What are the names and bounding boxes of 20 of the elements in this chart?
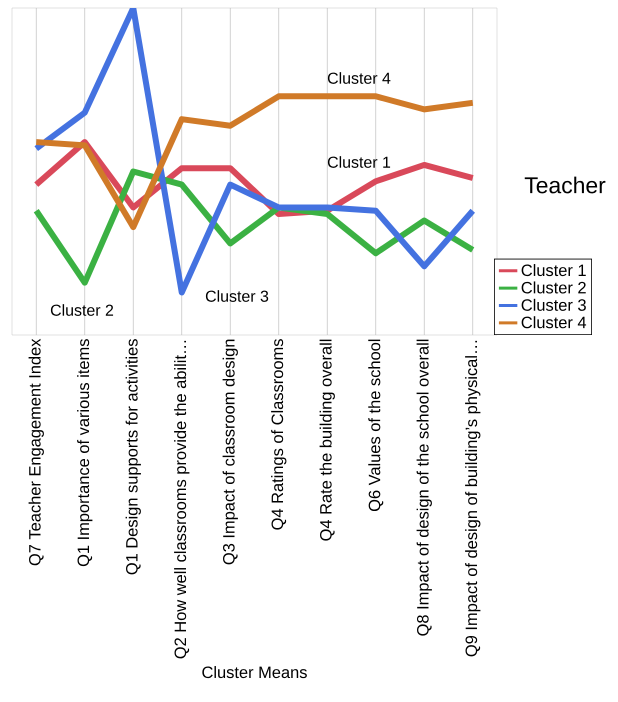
legend-label: Cluster 2 — [522, 281, 586, 294]
x-axis-title: Cluster Means — [202, 666, 307, 678]
x-tick-label: Q1 Design supports for activities — [126, 339, 141, 574]
annotation: Cluster 2 — [50, 304, 114, 316]
x-tick-label: Q4 Ratings of Classrooms — [271, 339, 286, 530]
legend-label: Cluster 3 — [522, 298, 586, 311]
annotation: Cluster 4 — [328, 72, 390, 84]
annotation: Cluster 3 — [206, 290, 268, 302]
x-tick-label: Q3 Impact of classroom design — [222, 340, 238, 564]
x-tick-label: Q4 Rate the building overall — [320, 340, 335, 541]
legend-label: Cluster 4 — [522, 316, 586, 328]
x-tick-label: Q2 How well classrooms provide the abilit… — [174, 340, 190, 658]
legend-label: Cluster 1 — [522, 264, 586, 276]
x-tick-label: Q8 Impact of design of the school overall — [416, 340, 432, 636]
x-tick-label: Q1 Importance of various items — [77, 339, 92, 566]
x-tick-label: Q9 Impact of design of building’s physical… — [465, 340, 480, 656]
annotation: Cluster 1 — [328, 156, 390, 168]
x-tick-label: Q7 Teacher Engagement Index — [28, 338, 44, 566]
legend-title: Teacher — [524, 176, 606, 194]
x-tick-label: Q6 Values of the school — [368, 340, 384, 512]
